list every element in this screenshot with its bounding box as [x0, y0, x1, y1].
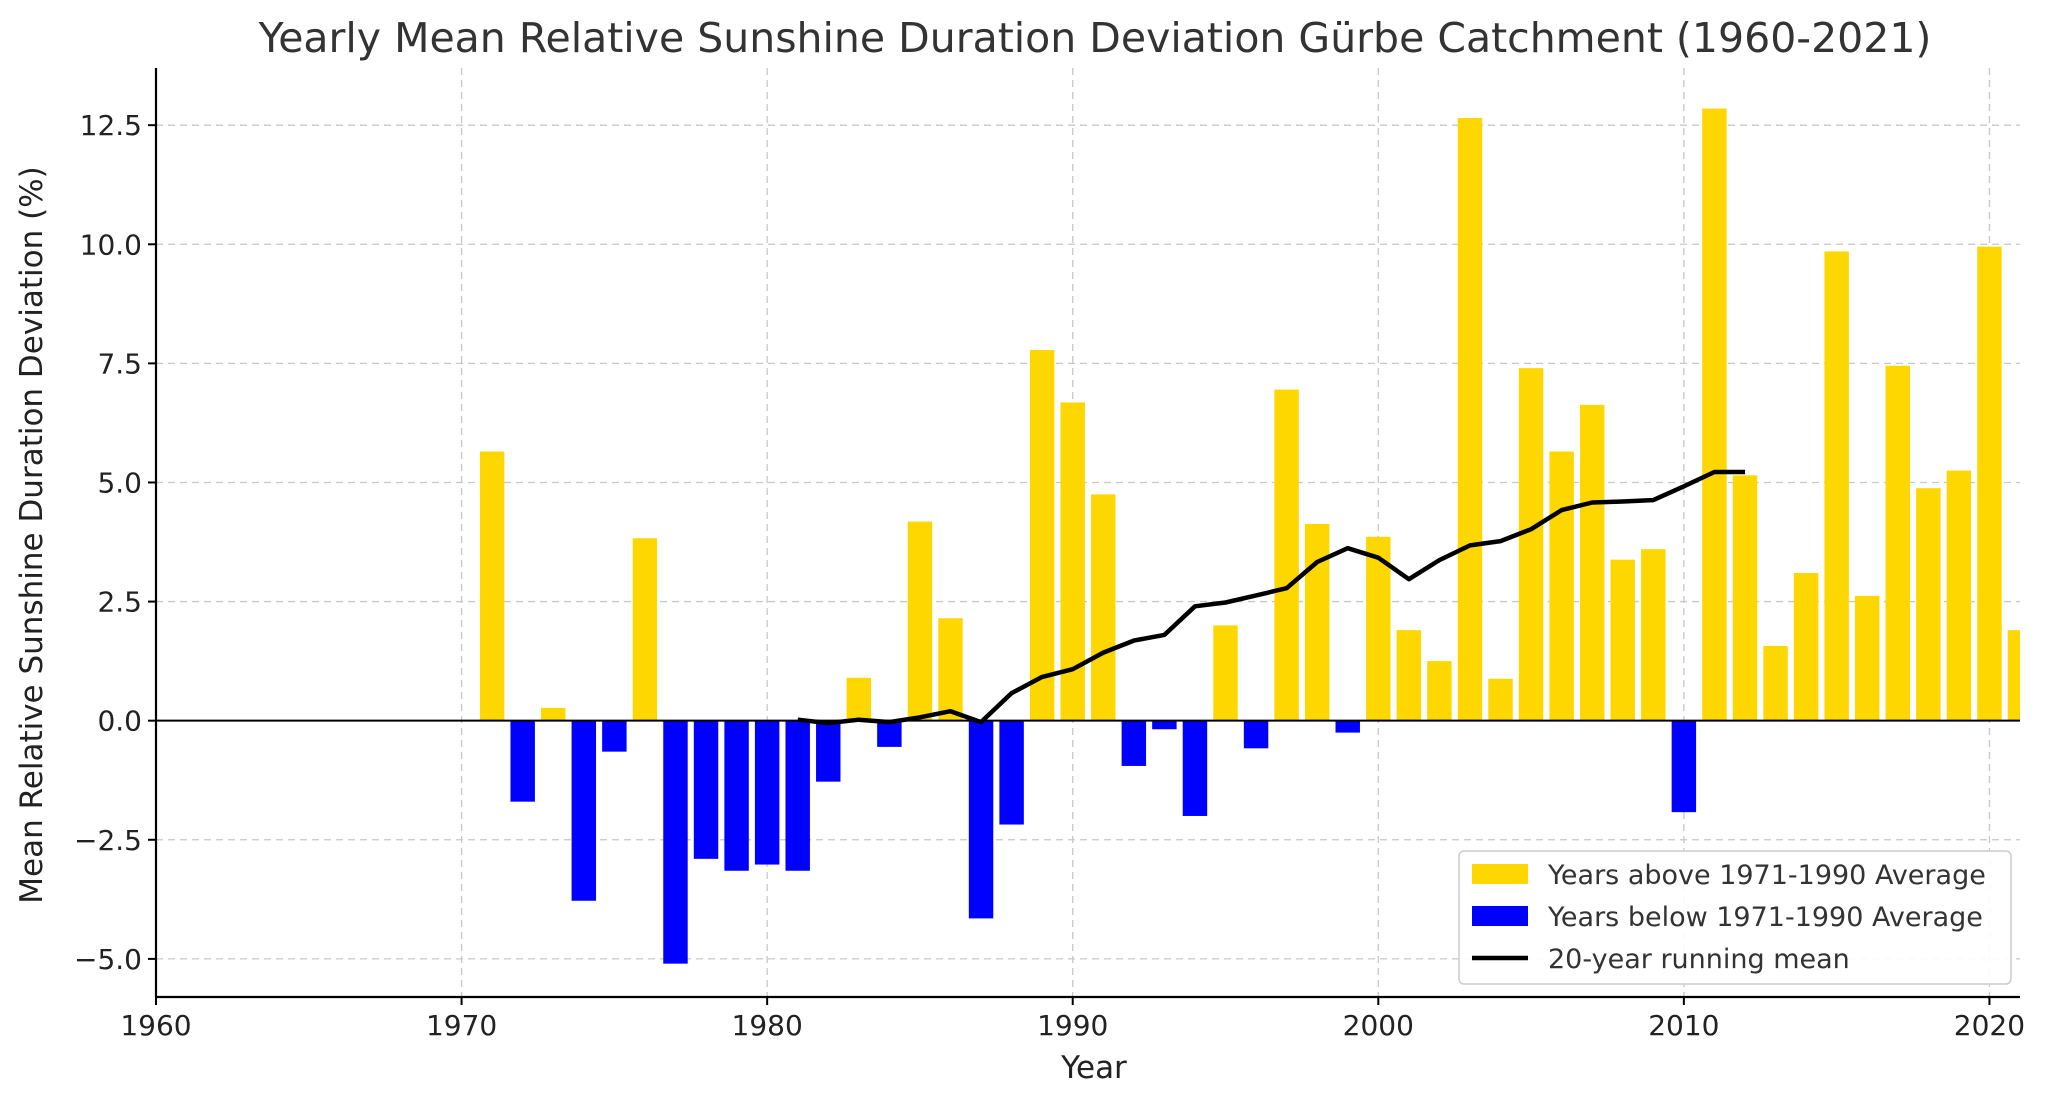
- chart-title: Yearly Mean Relative Sunshine Duration D…: [258, 14, 1932, 62]
- bar-above-average: [1213, 625, 1238, 721]
- bar-above-average: [1396, 630, 1422, 721]
- y-tick-label: 10.0: [80, 228, 142, 261]
- x-tick-label: 1960: [120, 1009, 191, 1042]
- x-tick-label: 1970: [426, 1009, 497, 1042]
- x-tick-label: 1980: [732, 1009, 803, 1042]
- axes-spines: [154, 68, 2020, 999]
- bar-above-average: [1793, 572, 1819, 721]
- bar-above-average: [2007, 630, 2020, 721]
- bar-above-average: [541, 707, 566, 721]
- y-axis-ticks: −5.0 −2.5 0.0 2.5 5.0 7.5 10.0 12.5: [74, 109, 156, 976]
- x-tick-label: 2010: [1648, 1009, 1719, 1042]
- bar-below-average: [877, 720, 902, 747]
- bar-below-average: [693, 720, 719, 859]
- legend-swatch-above: [1472, 864, 1528, 884]
- bar-above-average: [1977, 246, 2002, 721]
- bar-above-average: [846, 677, 872, 721]
- bar-above-average: [1427, 661, 1452, 721]
- legend-swatch-below: [1472, 906, 1528, 926]
- bar-above-average: [1946, 470, 1972, 721]
- y-axis-label: Mean Relative Sunshine Duration Deviatio…: [14, 166, 50, 903]
- bar-below-average: [724, 720, 749, 871]
- bar-above-average: [1488, 678, 1513, 721]
- running-mean-line: [797, 469, 1745, 726]
- bar-above-average: [1732, 475, 1758, 721]
- bar-below-average: [1182, 720, 1208, 816]
- bar-above-average: [907, 521, 933, 721]
- bar-above-average: [479, 451, 505, 721]
- y-tick-label: 7.5: [97, 347, 142, 380]
- bar-above-average: [1029, 350, 1055, 721]
- x-tick-label: 2020: [1954, 1009, 2025, 1042]
- legend-label-above: Years above 1971-1990 Average: [1547, 860, 1986, 891]
- bar-below-average: [602, 720, 627, 752]
- bar-above-average: [1304, 523, 1330, 721]
- legend-label-below: Years below 1971-1990 Average: [1547, 902, 1983, 933]
- y-tick-label: 5.0: [97, 466, 142, 499]
- y-tick-label: −5.0: [74, 943, 142, 976]
- bar-below-average: [968, 720, 994, 919]
- bar-below-average: [999, 720, 1024, 825]
- bar-above-average: [1916, 488, 1941, 721]
- x-axis-ticks: 1960 1970 1980 1990 2000 2010 2020: [120, 997, 2025, 1042]
- bar-above-average: [1518, 368, 1544, 721]
- bar-above-average: [1457, 118, 1483, 721]
- bar-below-average: [1243, 720, 1269, 749]
- bar-below-average: [785, 720, 810, 871]
- legend-frame: [1458, 850, 2012, 985]
- y-tick-label: 2.5: [97, 586, 142, 619]
- bar-below-average: [1121, 720, 1147, 766]
- bar-above-average: [1854, 595, 1880, 721]
- bar-above-average: [1091, 494, 1116, 721]
- bar-above-average: [938, 618, 963, 721]
- bar-above-average: [1610, 559, 1635, 721]
- bar-above-average: [1702, 108, 1727, 721]
- legend-label-running-mean: 20-year running mean: [1548, 944, 1850, 975]
- legend: Years above 1971-1990 Average Years belo…: [1458, 850, 2012, 985]
- bar-below-average: [663, 720, 688, 964]
- y-tick-label: 0.0: [97, 705, 142, 738]
- y-tick-label: −2.5: [74, 824, 142, 857]
- bar-below-average: [510, 720, 535, 802]
- x-tick-label: 2000: [1343, 1009, 1414, 1042]
- bar-below-average: [816, 720, 841, 782]
- bar-above-average: [1579, 404, 1605, 721]
- bar-below-average: [1152, 720, 1177, 730]
- bar-above-average: [1763, 645, 1788, 721]
- bar-above-average: [1549, 451, 1574, 721]
- bar-above-average: [1885, 365, 1910, 721]
- bar-above-average: [1641, 549, 1666, 721]
- bar-layer: [479, 108, 2020, 964]
- bar-below-average: [1671, 720, 1697, 813]
- bar-above-average: [1366, 536, 1391, 721]
- bar-below-average: [1335, 720, 1360, 733]
- x-axis-label: Year: [1060, 1050, 1127, 1086]
- x-tick-label: 1990: [1037, 1009, 1108, 1042]
- bar-below-average: [571, 720, 597, 901]
- y-tick-label: 12.5: [80, 109, 142, 142]
- bar-above-average: [1824, 251, 1849, 721]
- bar-below-average: [754, 720, 780, 865]
- bar-above-average: [632, 538, 658, 721]
- bar-above-average: [1274, 389, 1299, 721]
